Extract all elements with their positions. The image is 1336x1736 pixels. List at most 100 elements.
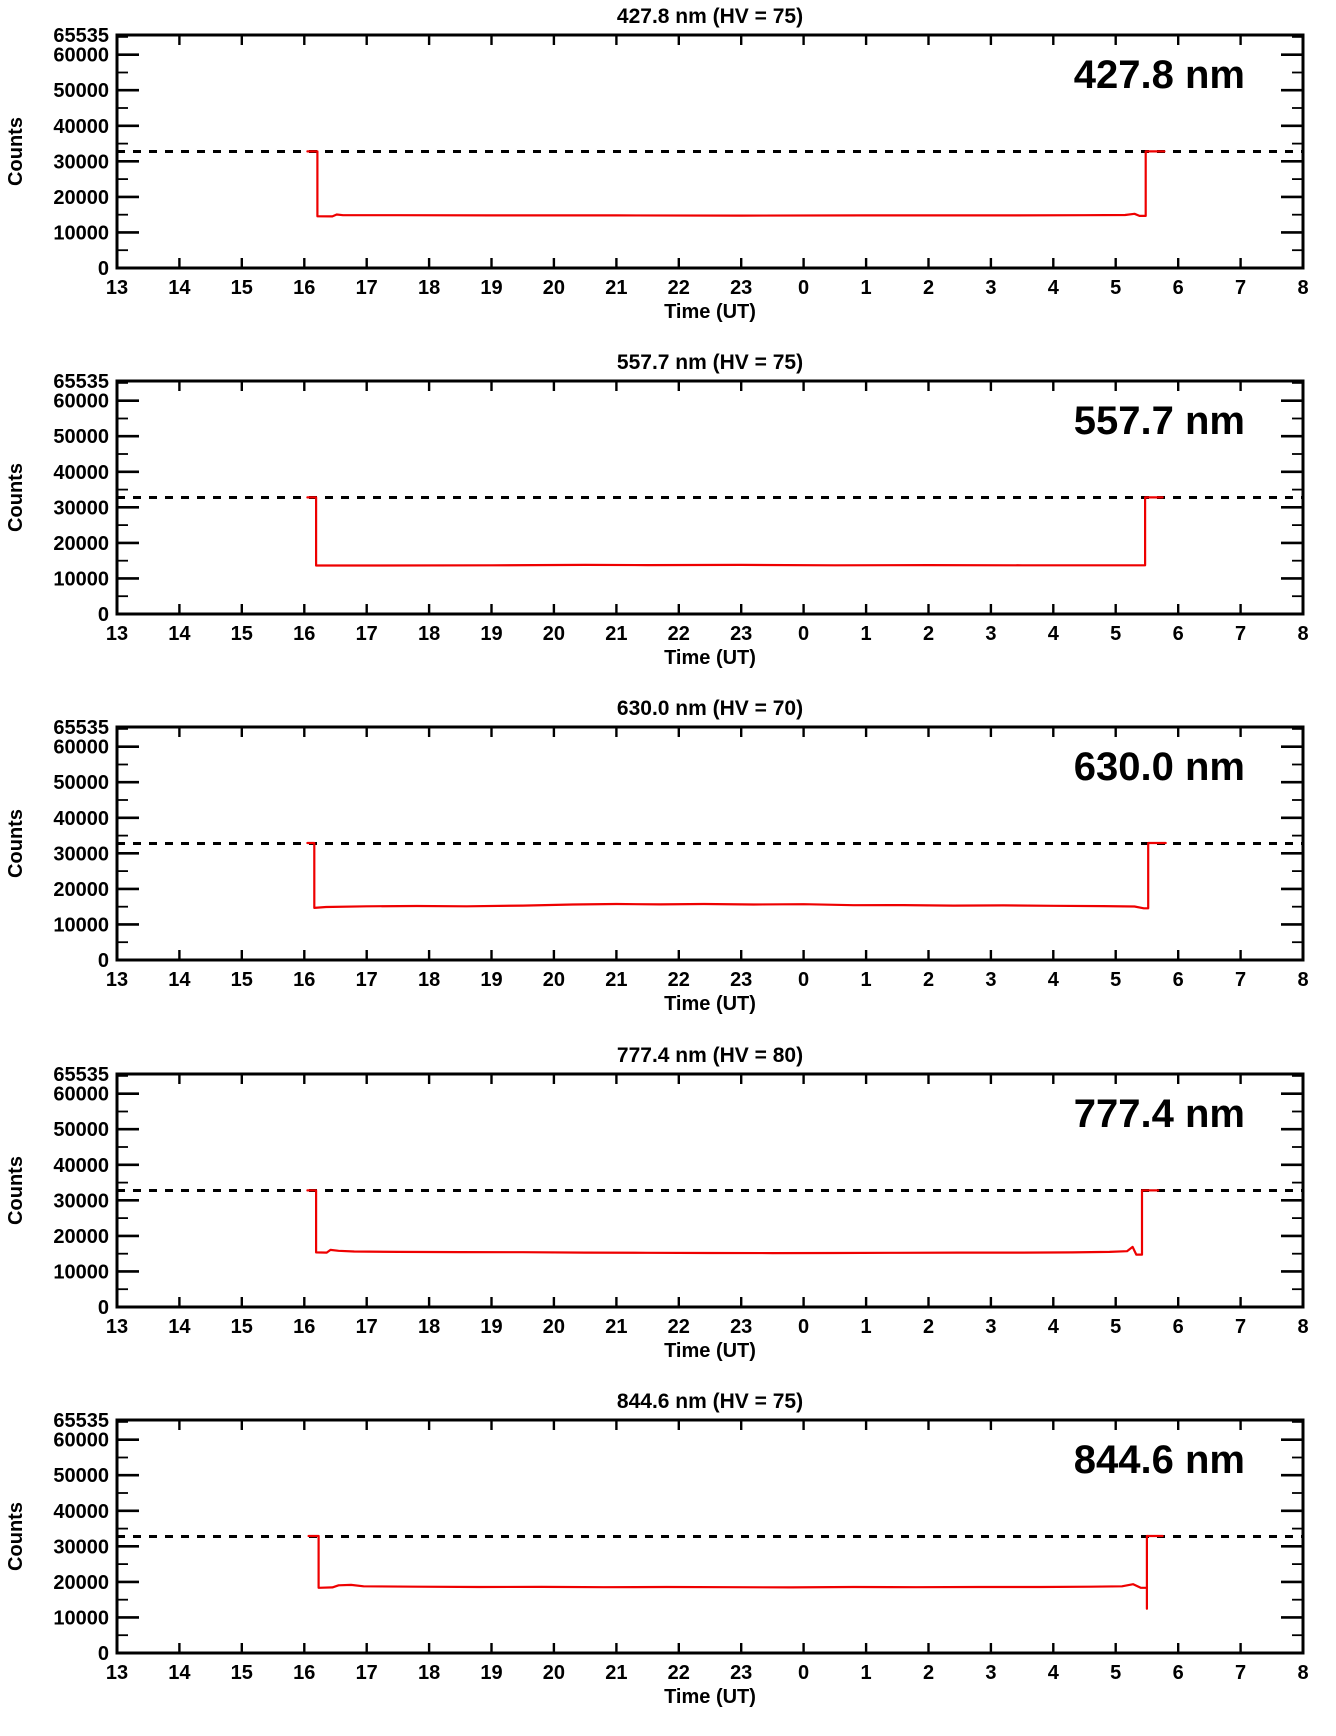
svg-text:50000: 50000 xyxy=(53,426,109,448)
svg-text:50000: 50000 xyxy=(53,1465,109,1487)
svg-text:22: 22 xyxy=(668,623,690,645)
svg-text:15: 15 xyxy=(231,1662,253,1684)
svg-text:10000: 10000 xyxy=(53,914,109,936)
svg-text:14: 14 xyxy=(168,277,191,299)
svg-text:1: 1 xyxy=(861,623,872,645)
svg-text:0: 0 xyxy=(98,1643,109,1665)
svg-text:22: 22 xyxy=(668,969,690,991)
svg-text:15: 15 xyxy=(231,277,253,299)
svg-text:40000: 40000 xyxy=(53,1155,109,1177)
svg-text:20000: 20000 xyxy=(53,533,109,555)
svg-text:6: 6 xyxy=(1173,969,1184,991)
svg-text:19: 19 xyxy=(480,969,502,991)
svg-text:19: 19 xyxy=(480,623,502,645)
svg-text:14: 14 xyxy=(168,969,191,991)
svg-text:8: 8 xyxy=(1297,1662,1308,1684)
svg-text:3: 3 xyxy=(985,623,996,645)
plot-border xyxy=(115,1072,1305,1309)
counts-series-line xyxy=(306,150,1166,218)
svg-text:19: 19 xyxy=(480,1662,502,1684)
svg-text:30000: 30000 xyxy=(53,1536,109,1558)
y-axis-title: Counts xyxy=(5,809,27,878)
svg-text:10000: 10000 xyxy=(53,568,109,590)
svg-text:5: 5 xyxy=(1110,1316,1121,1338)
svg-text:2: 2 xyxy=(923,277,934,299)
svg-text:1: 1 xyxy=(861,969,872,991)
svg-text:23: 23 xyxy=(730,277,752,299)
svg-text:0: 0 xyxy=(98,1297,109,1319)
svg-text:60000: 60000 xyxy=(53,391,109,413)
svg-text:17: 17 xyxy=(356,623,378,645)
x-axis-tick-labels: 13 14 15 16 17 18 19 20 21 22 23 0 1 2 3 4 5 6 7 8 xyxy=(106,1662,1309,1684)
svg-text:13: 13 xyxy=(106,1662,128,1684)
svg-text:50000: 50000 xyxy=(53,772,109,794)
svg-text:0: 0 xyxy=(798,1316,809,1338)
y-axis-title: Counts xyxy=(5,1156,27,1225)
counts-series-line xyxy=(306,1189,1160,1256)
svg-text:23: 23 xyxy=(730,1662,752,1684)
x-axis-title: Time (UT) xyxy=(664,1340,756,1362)
counts-series-line xyxy=(306,496,1164,567)
panel-844-6-nm: 0 10000 20000 30000 40000 50000 60000 65535 13 14… xyxy=(0,1385,1336,1731)
svg-text:65535: 65535 xyxy=(53,717,109,739)
svg-text:21: 21 xyxy=(605,969,627,991)
svg-text:60000: 60000 xyxy=(53,737,109,759)
x-axis-tick-labels: 13 14 15 16 17 18 19 20 21 22 23 0 1 2 3 4 5 6 7 8 xyxy=(106,1316,1309,1338)
svg-text:7: 7 xyxy=(1235,623,1246,645)
svg-text:4: 4 xyxy=(1048,1662,1060,1684)
svg-text:4: 4 xyxy=(1048,277,1060,299)
svg-text:65535: 65535 xyxy=(53,1064,109,1086)
svg-text:10000: 10000 xyxy=(53,222,109,244)
x-axis-title: Time (UT) xyxy=(664,993,756,1015)
svg-text:6: 6 xyxy=(1173,1662,1184,1684)
counts-series-line xyxy=(306,841,1167,910)
svg-text:13: 13 xyxy=(106,1316,128,1338)
svg-text:0: 0 xyxy=(98,604,109,626)
svg-text:8: 8 xyxy=(1297,1316,1308,1338)
svg-text:5: 5 xyxy=(1110,277,1121,299)
svg-text:65535: 65535 xyxy=(53,1410,109,1432)
svg-text:0: 0 xyxy=(98,258,109,280)
svg-text:17: 17 xyxy=(356,277,378,299)
svg-text:14: 14 xyxy=(168,1662,191,1684)
svg-text:60000: 60000 xyxy=(53,1084,109,1106)
svg-text:13: 13 xyxy=(106,277,128,299)
wavelength-label: 427.8 nm xyxy=(1074,53,1245,97)
svg-text:10000: 10000 xyxy=(53,1261,109,1283)
svg-text:18: 18 xyxy=(418,623,440,645)
svg-text:0: 0 xyxy=(798,277,809,299)
panel-427-8-nm: 0 10000 20000 30000 40000 50000 60000 65535 13 14… xyxy=(0,0,1336,346)
wavelength-label: 777.4 nm xyxy=(1074,1092,1245,1136)
svg-text:16: 16 xyxy=(293,623,315,645)
svg-text:17: 17 xyxy=(356,969,378,991)
svg-text:2: 2 xyxy=(923,623,934,645)
svg-text:14: 14 xyxy=(168,623,191,645)
svg-text:0: 0 xyxy=(798,1662,809,1684)
x-axis-tick-labels: 13 14 15 16 17 18 19 20 21 22 23 0 1 2 3 4 5 6 7 8 xyxy=(106,969,1309,991)
wavelength-label: 557.7 nm xyxy=(1074,399,1245,443)
svg-text:22: 22 xyxy=(668,1316,690,1338)
svg-text:16: 16 xyxy=(293,969,315,991)
svg-text:23: 23 xyxy=(730,1316,752,1338)
svg-text:6: 6 xyxy=(1173,277,1184,299)
panel-title: 427.8 nm (HV = 75) xyxy=(617,5,803,28)
svg-text:23: 23 xyxy=(730,969,752,991)
svg-text:20: 20 xyxy=(543,277,565,299)
svg-text:21: 21 xyxy=(605,1316,627,1338)
svg-text:6: 6 xyxy=(1173,623,1184,645)
svg-text:23: 23 xyxy=(730,623,752,645)
svg-text:21: 21 xyxy=(605,623,627,645)
svg-text:21: 21 xyxy=(605,277,627,299)
svg-text:7: 7 xyxy=(1235,1662,1246,1684)
y-axis-title: Counts xyxy=(5,463,27,532)
svg-text:22: 22 xyxy=(668,1662,690,1684)
svg-text:20: 20 xyxy=(543,1662,565,1684)
y-axis-title: Counts xyxy=(5,1502,27,1571)
svg-text:2: 2 xyxy=(923,1316,934,1338)
